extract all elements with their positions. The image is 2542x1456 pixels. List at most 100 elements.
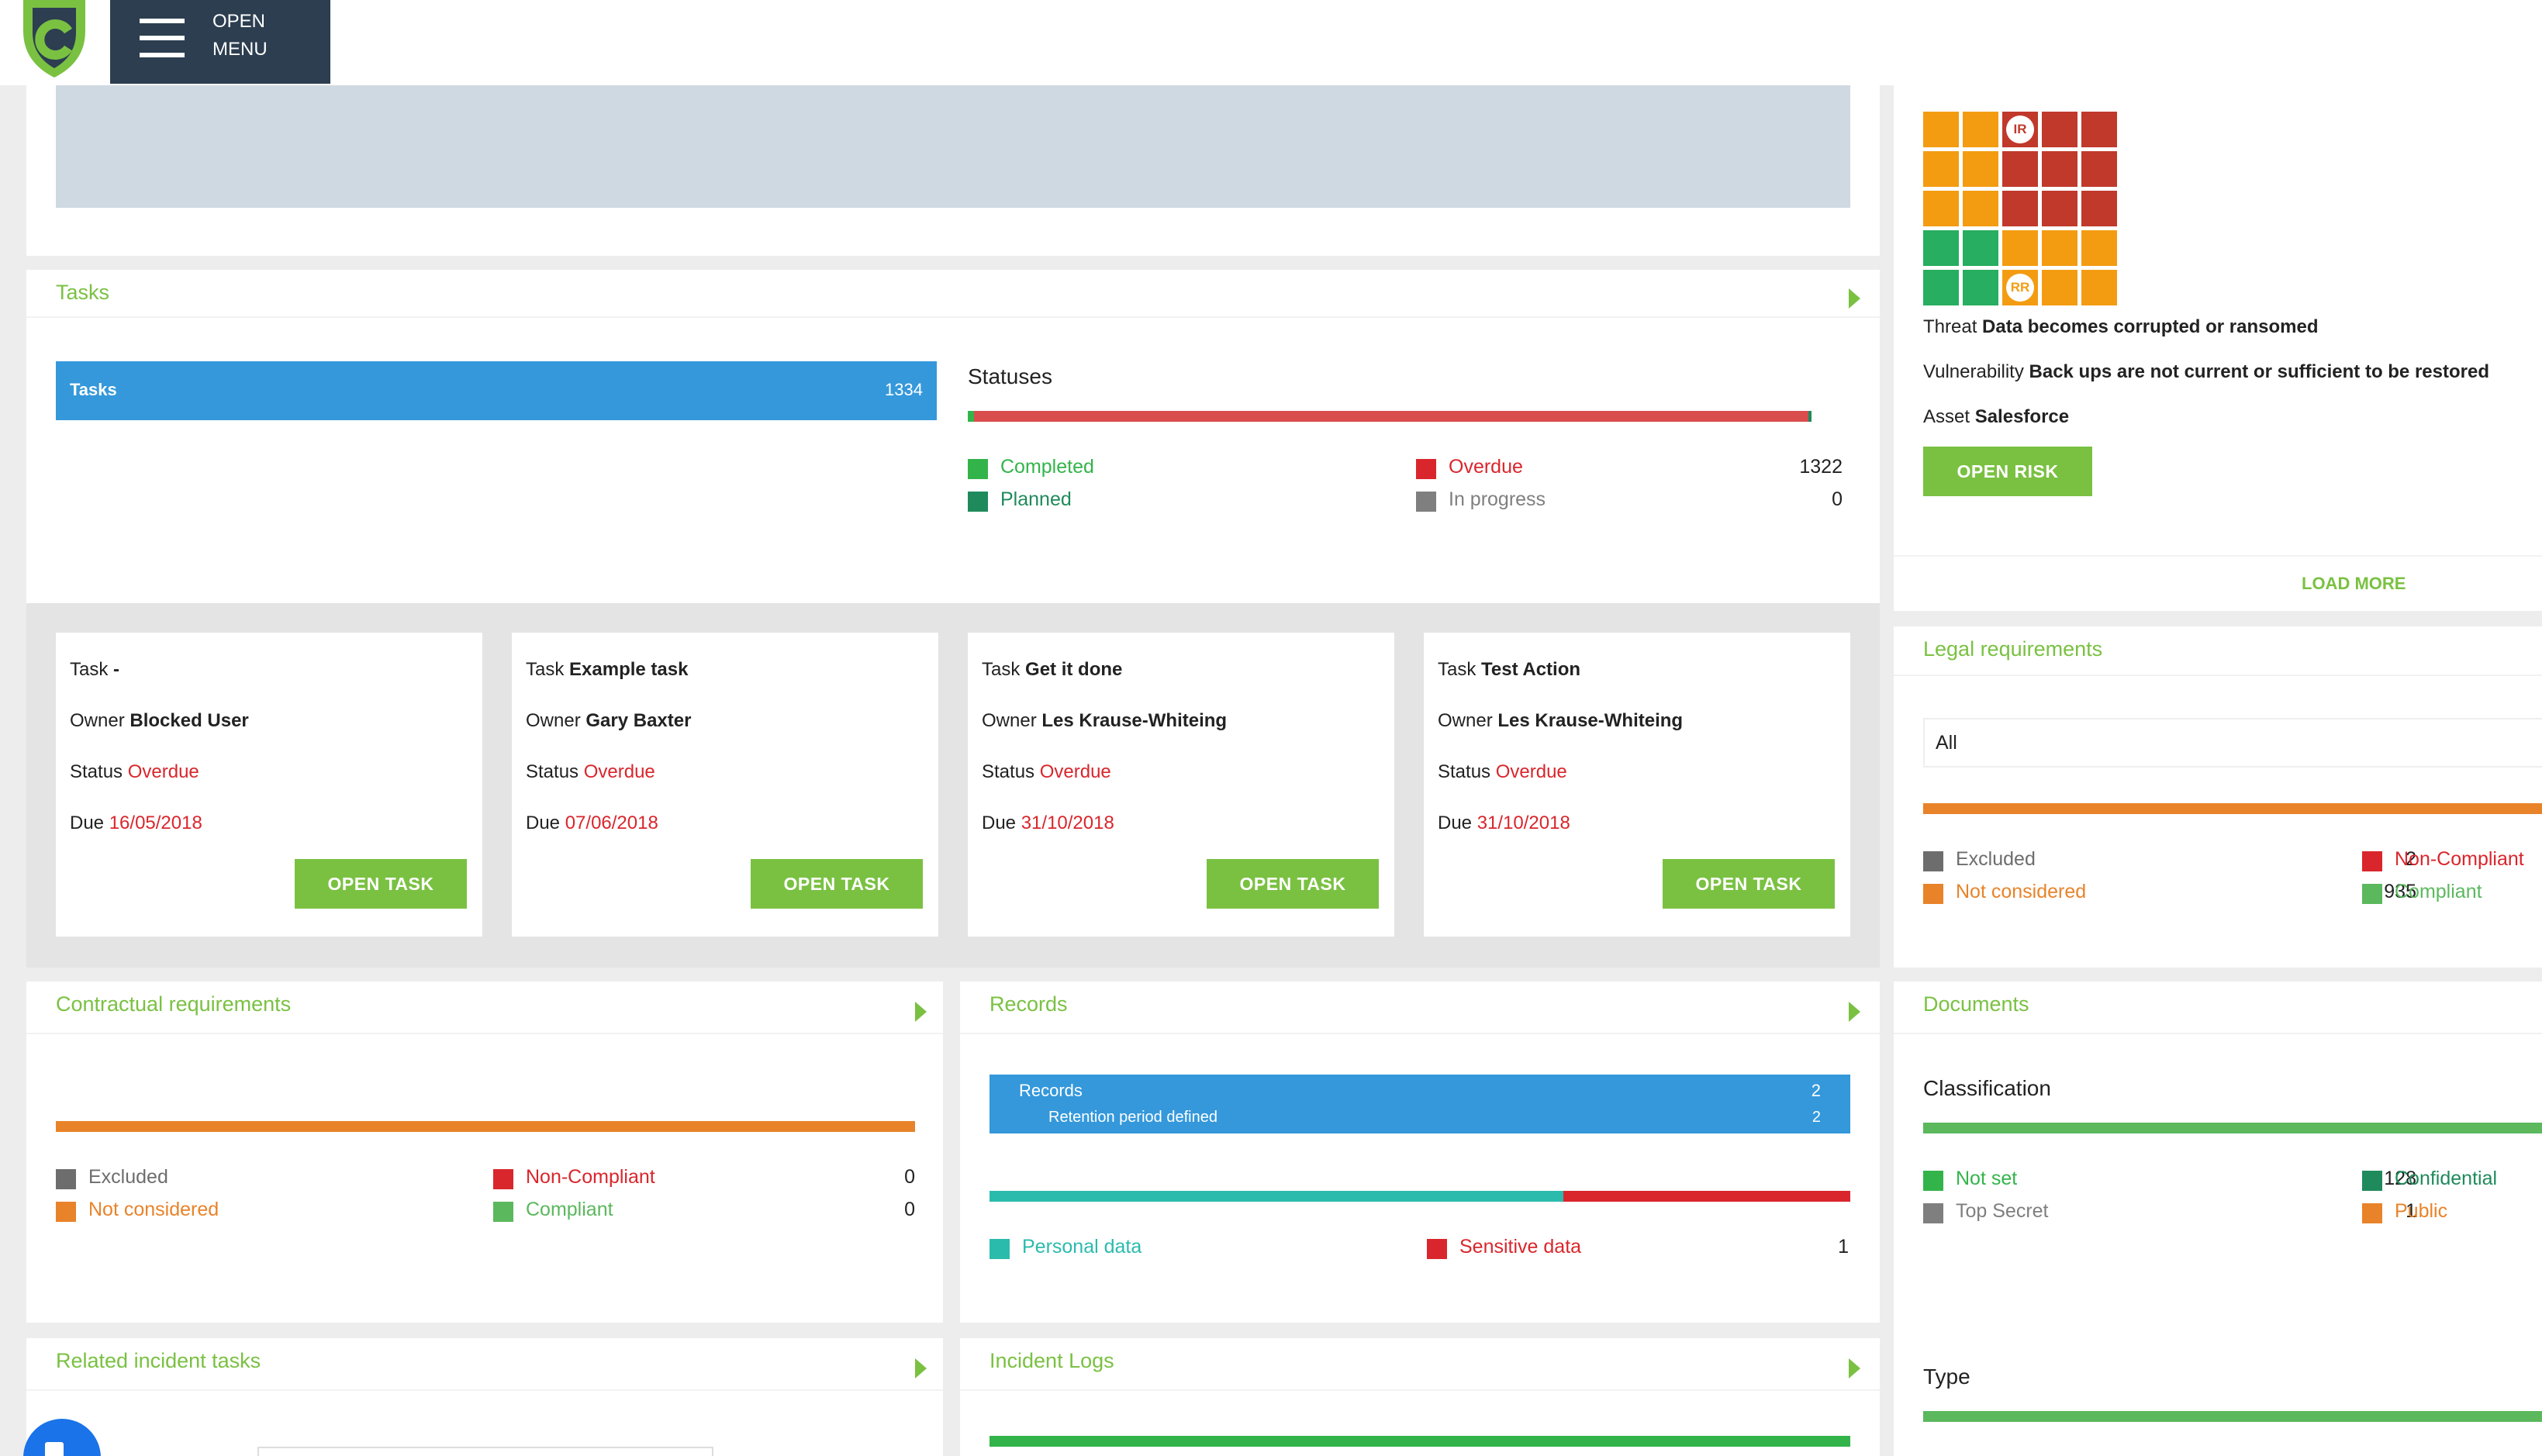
legend-label-personal-data[interactable]: Personal data	[1022, 1236, 1142, 1258]
records-panel: Records Records 2 Retention period defin…	[960, 982, 1880, 1323]
open-task-button[interactable]: OPEN TASK	[295, 859, 467, 909]
legend-swatch-non-compliant	[2362, 851, 2382, 871]
placeholder-area	[56, 85, 1850, 208]
owner-value: Les Krause-Whiteing	[1041, 710, 1228, 731]
legend-swatch-non-compliant	[493, 1169, 513, 1189]
owner-value: Gary Baxter	[585, 710, 692, 731]
task-card: Task Test Action Owner Les Krause-Whitei…	[1424, 633, 1850, 937]
incident-logs-expand-icon[interactable]	[1849, 1358, 1860, 1378]
incident-tasks-input[interactable]	[257, 1447, 713, 1456]
app-logo[interactable]	[17, 0, 92, 81]
legend-label-completed[interactable]: Completed	[1000, 456, 1094, 478]
task-value: Example task	[569, 659, 689, 680]
open-menu-button[interactable]: OPEN MENU	[110, 0, 330, 84]
classification-bar	[1923, 1123, 2542, 1133]
task-card: Task Example task Owner Gary Baxter Stat…	[512, 633, 938, 937]
legend-label-compliant[interactable]: Compliant	[526, 1199, 613, 1220]
vulnerability-key: Vulnerability	[1923, 361, 2024, 382]
legend-swatch-compliant	[2362, 884, 2382, 904]
legend-label-compliant[interactable]: Compliant	[2395, 881, 2482, 902]
legend-count-in-progress: 0	[1832, 488, 1843, 510]
legend-label-overdue[interactable]: Overdue	[1449, 456, 1523, 478]
legend-label-excluded[interactable]: Excluded	[1956, 848, 2036, 870]
due-key: Due	[526, 813, 561, 833]
tasks-total-bar[interactable]: Tasks 1334	[56, 361, 937, 420]
legend-swatch-compliant	[493, 1202, 513, 1222]
threat-value: Data becomes corrupted or ransomed	[1982, 316, 2319, 337]
legend-swatch-not-set	[1923, 1171, 1943, 1191]
open-task-button[interactable]: OPEN TASK	[1663, 859, 1835, 909]
legend-swatch-confidential	[2362, 1171, 2382, 1191]
status-value: Overdue	[583, 761, 655, 782]
owner-value: Les Krause-Whiteing	[1497, 710, 1684, 731]
legend-swatch-planned	[968, 492, 988, 512]
legend-label-sensitive-data[interactable]: Sensitive data	[1459, 1236, 1582, 1258]
legend-swatch-in-progress	[1416, 492, 1436, 512]
contractual-expand-icon[interactable]	[915, 1002, 927, 1022]
legal-filter-value: All	[1936, 732, 1957, 754]
legend-swatch-top-secret	[1923, 1203, 1943, 1223]
retention-count: 2	[1812, 1109, 1821, 1126]
legend-label-non-compliant[interactable]: Non-Compliant	[2395, 848, 2524, 870]
incident-logs-title: Incident Logs	[990, 1349, 1114, 1372]
legend-label-non-compliant[interactable]: Non-Compliant	[526, 1166, 655, 1188]
inherent-risk-marker: IR	[2006, 116, 2034, 143]
risk-matrix[interactable]: IR RR	[1923, 112, 2120, 309]
legend-count-compliant: 0	[904, 1199, 915, 1220]
legend-count-excluded: 2	[2406, 848, 2416, 870]
records-bar[interactable]: Records 2 Retention period defined 2	[990, 1075, 1850, 1133]
status-key: Status	[70, 761, 123, 782]
task-cards-area: Task - Owner Blocked User Status Overdue…	[26, 603, 1880, 968]
legal-filter-select[interactable]: All	[1923, 718, 2542, 768]
status-value: Overdue	[1495, 761, 1567, 782]
records-title: Records	[990, 992, 1068, 1016]
hamburger-icon	[140, 19, 185, 57]
tasks-bar-label: Tasks	[70, 380, 117, 399]
top-panel	[26, 85, 1880, 256]
open-task-button[interactable]: OPEN TASK	[751, 859, 923, 909]
statuses-title: Statuses	[968, 364, 1052, 388]
legend-label-public[interactable]: Public	[2395, 1200, 2448, 1222]
load-more-link[interactable]: LOAD MORE	[2302, 574, 2406, 593]
tasks-bar-count: 1334	[885, 380, 923, 399]
legend-label-not-considered[interactable]: Not considered	[1956, 881, 2087, 902]
legend-label-excluded[interactable]: Excluded	[88, 1166, 168, 1188]
task-card: Task - Owner Blocked User Status Overdue…	[56, 633, 482, 937]
incident-logs-panel: Incident Logs	[960, 1338, 1880, 1456]
legend-label-not-considered[interactable]: Not considered	[88, 1199, 219, 1220]
status-key: Status	[526, 761, 579, 782]
legal-requirements-panel: Legal requirements All Excluded 2 Not co…	[1894, 626, 2542, 968]
legend-label-in-progress[interactable]: In progress	[1449, 488, 1546, 510]
legend-label-top-secret[interactable]: Top Secret	[1956, 1200, 2049, 1222]
legend-label-not-set[interactable]: Not set	[1956, 1168, 2018, 1189]
legend-label-planned[interactable]: Planned	[1000, 488, 1072, 510]
legend-swatch-completed	[968, 459, 988, 479]
task-value: Get it done	[1025, 659, 1123, 680]
legend-swatch-not-considered	[1923, 884, 1943, 904]
legend-count-not-set: 128	[2384, 1168, 2416, 1189]
menu-label-line1: OPEN	[212, 11, 266, 32]
asset-key: Asset	[1923, 406, 1970, 427]
legend-swatch-sensitive-data	[1427, 1239, 1447, 1259]
legend-count-non-compliant: 0	[904, 1166, 915, 1188]
records-expand-icon[interactable]	[1849, 1002, 1860, 1022]
legend-count-top-secret: 1	[2406, 1200, 2416, 1222]
residual-risk-marker: RR	[2006, 274, 2034, 302]
legend-count-overdue: 1322	[1799, 456, 1843, 478]
task-key: Task	[526, 659, 565, 680]
legend-swatch-personal-data	[990, 1239, 1010, 1259]
due-value: 07/06/2018	[565, 813, 658, 833]
task-key: Task	[1438, 659, 1477, 680]
status-value: Overdue	[127, 761, 199, 782]
status-value: Overdue	[1039, 761, 1111, 782]
legend-label-confidential[interactable]: Confidential	[2395, 1168, 2498, 1189]
legend-swatch-not-considered	[56, 1202, 76, 1222]
open-task-button[interactable]: OPEN TASK	[1207, 859, 1379, 909]
legend-count-sensitive-data: 1	[1838, 1236, 1849, 1258]
incident-tasks-expand-icon[interactable]	[915, 1358, 927, 1378]
incident-tasks-title: Related incident tasks	[56, 1349, 261, 1372]
open-risk-button[interactable]: OPEN RISK	[1923, 447, 2092, 496]
documents-title: Documents	[1923, 992, 2029, 1016]
tasks-expand-icon[interactable]	[1849, 288, 1860, 309]
type-bar	[1923, 1411, 2542, 1422]
